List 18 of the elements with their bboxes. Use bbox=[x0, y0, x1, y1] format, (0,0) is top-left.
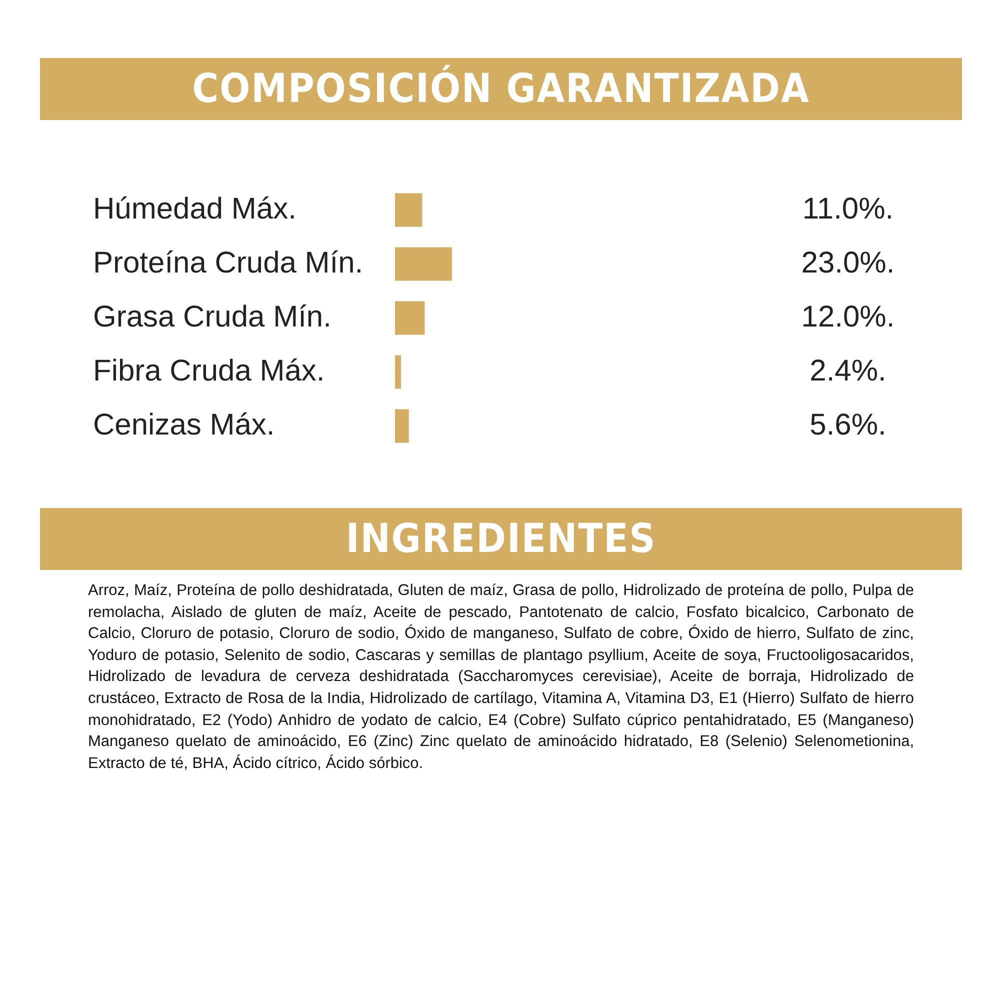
data-label: 11.0%. bbox=[802, 192, 894, 226]
chart-title: COMPOSICIÓN GARANTIZADA bbox=[40, 58, 962, 120]
text: INGREDIENTES bbox=[40, 508, 962, 570]
y-tick-label: Proteína Cruda Mín. bbox=[93, 246, 364, 280]
bar bbox=[395, 409, 409, 443]
data-label: 23.0%. bbox=[801, 246, 895, 280]
bar bbox=[395, 301, 425, 335]
data-label: 12.0%. bbox=[801, 300, 895, 334]
y-tick-label: Húmedad Máx. bbox=[93, 192, 296, 226]
y-tick-label: Grasa Cruda Mín. bbox=[93, 300, 332, 334]
y-tick-label: Cenizas Máx. bbox=[93, 408, 275, 442]
data-label: 5.6%. bbox=[810, 408, 886, 442]
bar bbox=[395, 247, 452, 281]
bar bbox=[395, 193, 422, 227]
data-label: 2.4%. bbox=[810, 354, 886, 388]
text: Arroz, Maíz, Proteína de pollo deshidratada, Gluten de maíz, Grasa de pollo, Hidrolizado de proteína de pollo, Pulpa de remolacha, Aislado de gluten de maíz, Aceite de pescado, Pantotenato de calcio, Fosfato bicalcico, Carbonato de Calcio, Cloruro de potasio, Cloruro de sodio, Óxido de manganeso, Sulfato de cobre, Óxido de hierro, Sulfato de zinc, Yoduro de potasio, Selenito de sodio, Cascaras y semillas de plantago psyllium, Aceite de soya, Fructooligosacaridos, Hidrolizado de levadura de cerveza deshidratada (Saccharomyces cerevisiae), Aceite de borraja, Hidrolizado de crustáceo, Extracto de Rosa de la India, Hidrolizado de cartílago, Vitamina A, Vitamina D3, E1 (Hierro) Sulfato de hierro monohidratado, E2 (Yodo) Anhidro de yodato de calcio, E4 (Cobre) Sulfato cúprico pentahidratado, E5 (Manganeso) Manganeso quelato de aminoácido, E6 (Zinc) Zinc quelato de aminoácido hidratado, E8 (Selenio) Selenometionina, Extracto de té, BHA, Ácido cítrico, Ácido sórbico. bbox=[88, 582, 914, 772]
y-tick-label: Fibra Cruda Máx. bbox=[93, 354, 325, 388]
bar bbox=[395, 355, 401, 389]
